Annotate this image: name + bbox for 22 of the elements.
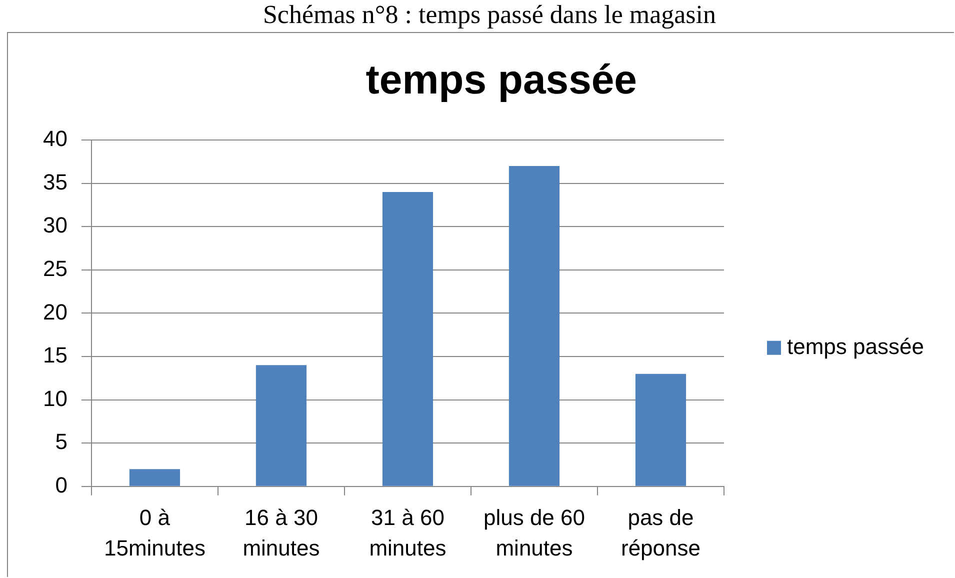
bar [382, 192, 434, 486]
x-tick-label: 0 à 15minutes [104, 504, 206, 561]
y-tick-label: 10 [42, 386, 68, 411]
chart-title: temps passée [366, 56, 637, 102]
x-tick-label: 31 à 60 minutes [369, 504, 446, 561]
bar [635, 374, 686, 486]
y-tick-label: 25 [42, 256, 68, 281]
y-tick-label: 30 [42, 212, 68, 238]
x-tick-label: pas de réponse [620, 504, 701, 561]
x-tick-label: plus de 60 minutes [483, 504, 586, 561]
bar [256, 365, 307, 486]
y-tick-label: 15 [42, 342, 68, 368]
bar [508, 166, 560, 486]
y-tick-label: 40 [42, 126, 68, 152]
y-tick-label: 5 [55, 429, 68, 454]
y-tick-label: 0 [55, 472, 68, 498]
y-tick-label: 35 [42, 169, 68, 194]
x-tick-label: 16 à 30 minutes [242, 504, 320, 561]
legend-label: temps passée [787, 334, 924, 359]
y-tick-label: 20 [42, 299, 68, 324]
text: Schémas n°8 : temps passé dans le magasin [262, 0, 718, 30]
bar [129, 469, 180, 486]
